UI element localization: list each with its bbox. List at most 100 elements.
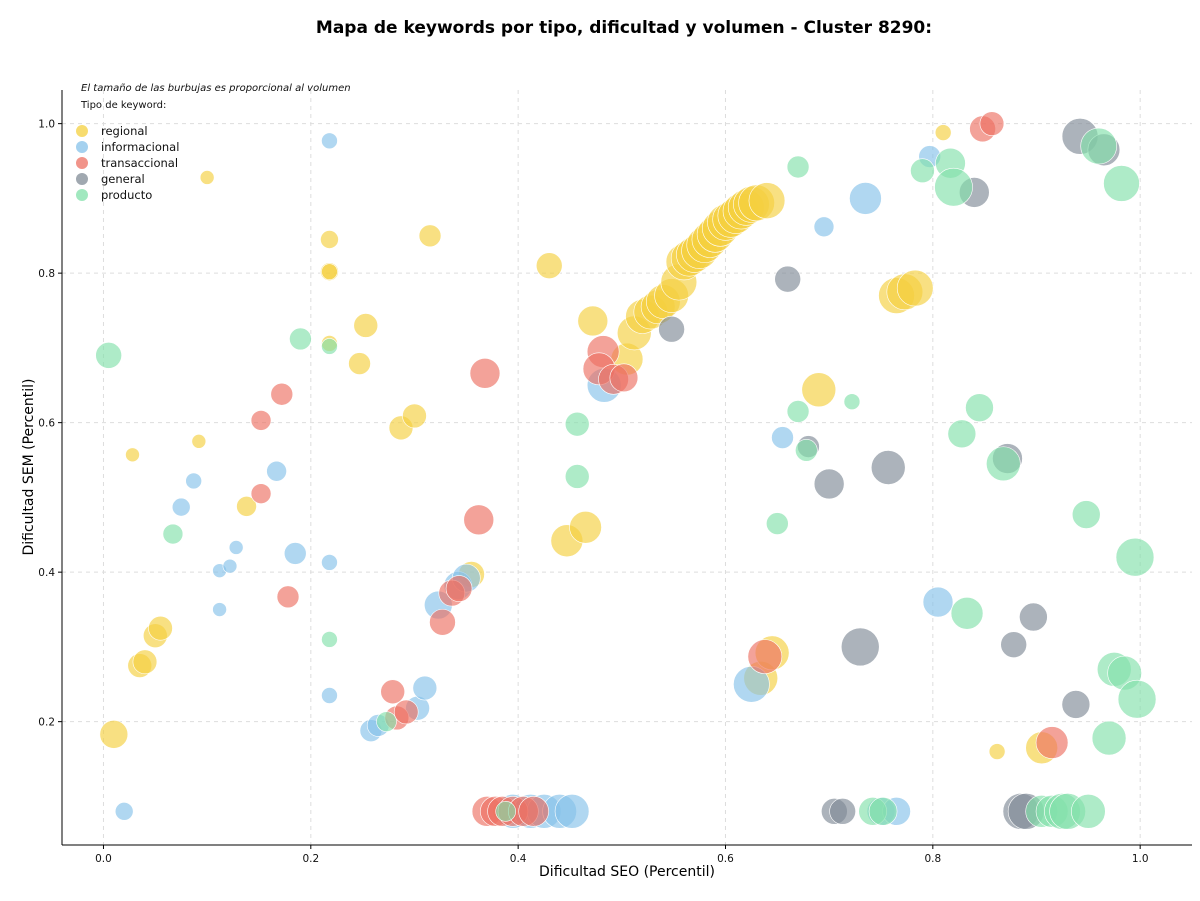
bubble-producto [965, 393, 994, 422]
y-tick-label: 0.4 [38, 567, 55, 579]
bubble-regional [934, 124, 952, 141]
bubble-producto [1091, 720, 1127, 756]
bubble-informacional [321, 554, 338, 571]
bubble-regional [348, 352, 371, 375]
bubble-informacional [922, 586, 954, 618]
legend-marker-informacional [76, 141, 88, 153]
bubble-producto [564, 464, 590, 489]
legend-title: Tipo de keyword: [80, 100, 166, 111]
bubble-producto [564, 411, 590, 437]
bubble-general [813, 468, 845, 500]
bubble-producto [1080, 127, 1117, 165]
legend-marker-producto [76, 189, 88, 201]
x-tick-label: 1.0 [1132, 853, 1149, 865]
bubble-informacional [185, 472, 202, 490]
bubble-transaccional [429, 608, 456, 636]
bubble-transaccional [270, 382, 294, 406]
bubble-producto [1071, 500, 1101, 529]
legend-label-informacional: informacional [101, 140, 179, 154]
bubble-transaccional [1035, 726, 1069, 759]
bubble-producto [1103, 165, 1140, 202]
bubble-regional [99, 720, 129, 749]
bubble-regional [988, 743, 1006, 760]
legend-label-regional: regional [101, 124, 148, 138]
legend: regional informacional transaccional genera… [76, 124, 179, 202]
y-tick-label: 1.0 [38, 119, 55, 131]
bubble-size-note: El tamaño de las burbujas es proporciona… [81, 83, 351, 94]
bubble-informacional [849, 182, 882, 215]
bubble-producto [321, 631, 338, 648]
bubble-transaccional [276, 585, 300, 609]
bubble-informacional [114, 802, 134, 821]
bubble-informacional [813, 216, 835, 238]
bubble-informacional [228, 540, 244, 555]
bubble-informacional [554, 794, 590, 829]
bubble-general [829, 798, 856, 825]
bubble-transaccional [380, 679, 406, 705]
bubble-informacional [283, 542, 307, 565]
bubble-transaccional [747, 639, 783, 674]
y-tick-label: 0.6 [38, 418, 55, 430]
bubble-producto [868, 797, 898, 826]
bubble-informacional [771, 426, 794, 449]
bubble-producto [947, 419, 977, 449]
bubble-producto [1117, 679, 1157, 719]
bubble-regional [353, 313, 379, 338]
bubble-producto [289, 327, 312, 351]
bubble-regional [321, 263, 338, 280]
bubble-transaccional [518, 796, 549, 827]
bubble-transaccional [250, 483, 272, 504]
legend-marker-general [76, 173, 88, 185]
bubble-regional [896, 269, 934, 307]
bubble-regional [748, 182, 786, 219]
y-axis-label: Dificultad SEM (Percentil) [21, 379, 37, 556]
bubble-producto [910, 158, 935, 184]
bubble-transaccional [250, 410, 272, 431]
y-tick-label: 0.8 [38, 268, 55, 280]
chart-title: Mapa de keywords por tipo, dificultad y … [315, 18, 933, 38]
bubble-producto [1071, 794, 1106, 829]
bubble-producto [495, 801, 517, 822]
bubble-producto [986, 446, 1021, 482]
bubble-informacional [412, 675, 438, 701]
bubble-producto [1115, 537, 1155, 577]
bubble-producto [950, 596, 984, 630]
bubble-producto [795, 439, 818, 462]
x-tick-label: 0.4 [510, 853, 527, 865]
bubble-regional [801, 372, 837, 408]
bubble-regional [402, 403, 427, 429]
bubble-producto [786, 400, 810, 423]
x-tick-label: 0.0 [95, 853, 112, 865]
x-axis-label: Dificultad SEO (Percentil) [539, 864, 715, 880]
bubble-informacional [171, 497, 191, 517]
bubble-regional [569, 511, 602, 544]
bubble-general [658, 315, 685, 343]
axes [61, 90, 1192, 846]
bubble-regional [535, 252, 563, 279]
bubble-transaccional [609, 363, 639, 393]
bubble-general [1000, 631, 1027, 658]
grid-lines [62, 90, 1192, 845]
bubble-transaccional [393, 699, 419, 725]
bubble-regional [148, 615, 173, 641]
bubble-regional [199, 170, 215, 185]
bubble-regional [418, 224, 442, 248]
bubble-producto [162, 523, 184, 545]
bubble-general [840, 627, 880, 667]
bubble-transaccional [445, 575, 473, 602]
bubble-producto [95, 342, 122, 369]
bubble-informacional [266, 460, 287, 482]
bubble-regional [577, 305, 609, 337]
legend-label-transaccional: transaccional [101, 156, 178, 170]
legend-marker-transaccional [76, 157, 88, 169]
bubble-regional [125, 447, 140, 463]
bubble-transaccional [979, 111, 1005, 136]
x-tick-label: 0.6 [717, 853, 734, 865]
bubble-producto [786, 155, 810, 179]
bubble-producto [321, 338, 338, 355]
bubble-informacional [222, 558, 238, 574]
bubble-general [1019, 602, 1048, 632]
ticks: 0.0 0.2 0.4 0.6 0.8 1.0 0.2 0.4 0.6 0.8 1.0 [38, 119, 1148, 865]
bubble-regional [191, 434, 207, 449]
bubble-regional [320, 230, 339, 249]
